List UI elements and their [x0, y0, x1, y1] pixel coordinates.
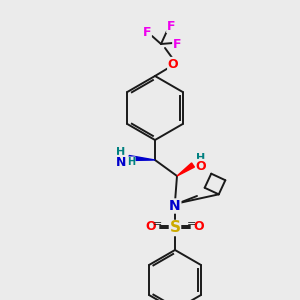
- Text: H: H: [127, 157, 135, 167]
- Text: F: F: [173, 38, 181, 50]
- Text: O: O: [146, 220, 156, 233]
- Text: O: O: [168, 58, 178, 70]
- Text: H: H: [116, 147, 126, 157]
- Text: N: N: [116, 155, 126, 169]
- Text: F: F: [167, 20, 175, 32]
- Text: F: F: [143, 26, 151, 38]
- Text: =: =: [187, 219, 197, 229]
- Text: O: O: [196, 160, 206, 172]
- Polygon shape: [129, 155, 155, 160]
- Text: O: O: [194, 220, 204, 233]
- Text: H: H: [196, 153, 206, 163]
- Text: =: =: [153, 219, 163, 229]
- Polygon shape: [177, 163, 194, 176]
- Text: S: S: [169, 220, 181, 236]
- Text: N: N: [169, 199, 181, 213]
